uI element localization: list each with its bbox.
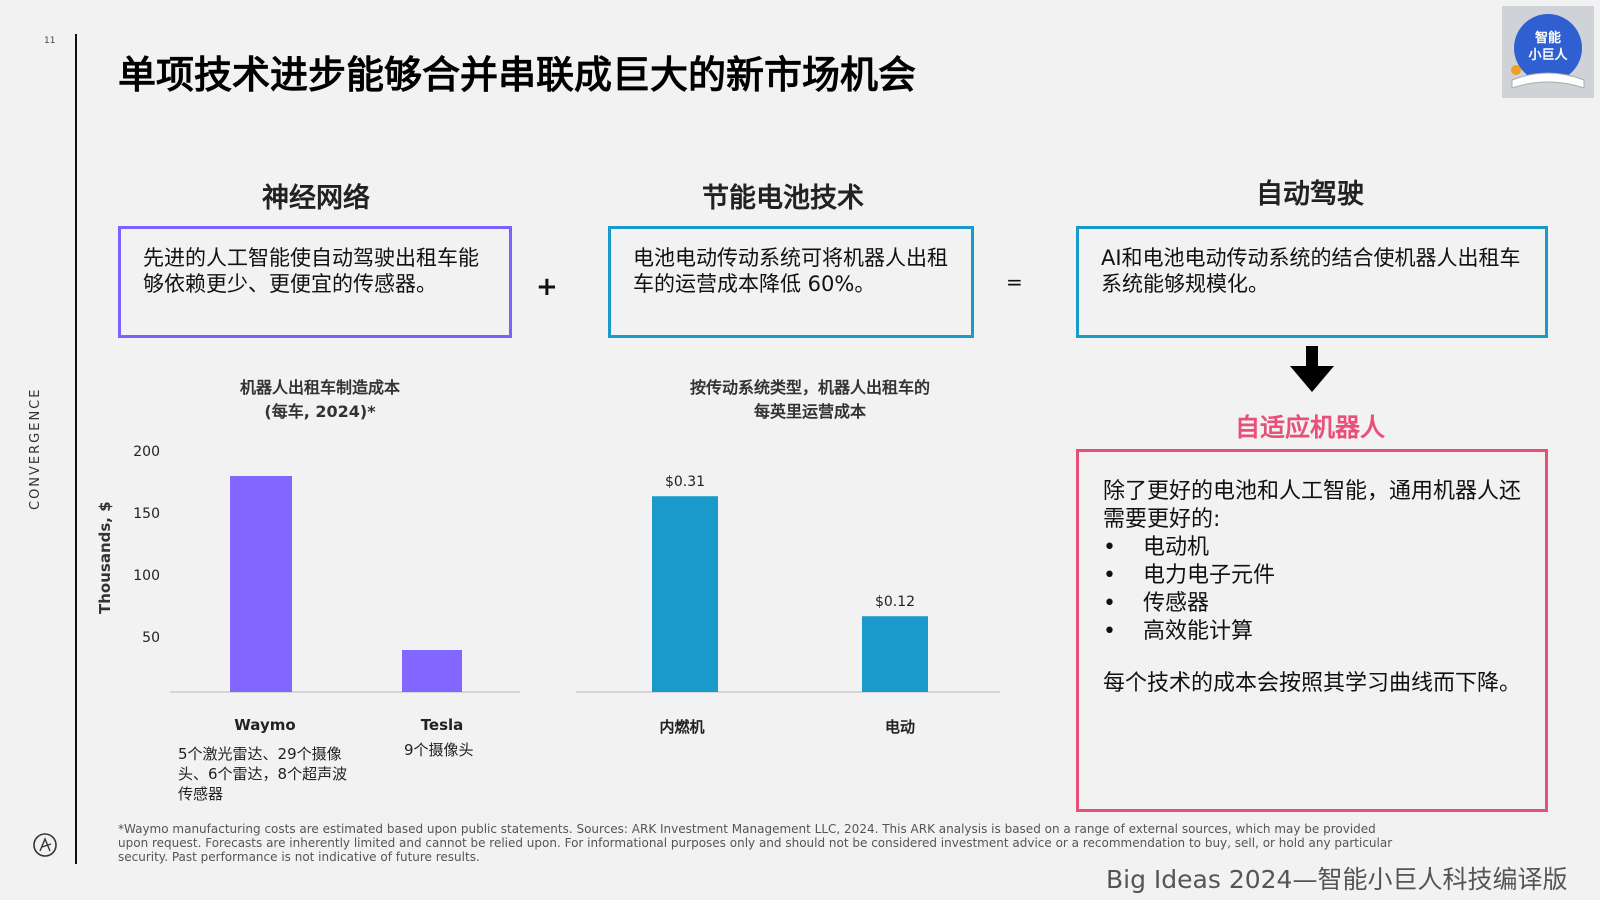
- chart2-category-ice: 内燃机: [659, 718, 705, 736]
- chart2-title-line1: 按传动系统类型，机器人出租车的: [689, 378, 930, 397]
- chart1-note-waymo: 5个激光雷达、29个摄像头、6个雷达，8个超声波传感器: [178, 745, 348, 803]
- robot-conclusion: 每个技术的成本会按照其学习曲线而下降。: [1103, 671, 1522, 696]
- down-arrow-head: [1290, 366, 1334, 392]
- chart1-title-line2: (每车, 2024)*: [264, 402, 376, 421]
- robot-box: 除了更好的电池和人工智能，通用机器人还需要更好的: 电动机 电力电子元件 传感器…: [1076, 449, 1548, 812]
- chart1-bar-tesla: [402, 650, 462, 692]
- chart1-ytick: 50: [142, 630, 160, 646]
- chart2-data-label: $0.12: [875, 594, 915, 610]
- robot-intro: 除了更好的电池和人工智能，通用机器人还需要更好的:: [1103, 479, 1522, 532]
- chart2-title-line2: 每英里运营成本: [753, 402, 866, 421]
- list-item: 电动机: [1103, 534, 1521, 562]
- chart1-category-tesla: Tesla: [420, 716, 464, 734]
- chart1-category-waymo: Waymo: [234, 716, 296, 734]
- footnote: *Waymo manufacturing costs are estimated…: [118, 822, 1393, 864]
- badge-line1: 智能: [1535, 30, 1561, 46]
- brand-badge: 智能 小巨人: [1502, 6, 1594, 98]
- robot-title: 自适应机器人: [1234, 413, 1385, 442]
- list-item: 传感器: [1103, 590, 1521, 618]
- down-arrow-icon: [1306, 346, 1318, 368]
- brand-logo-icon: 智能 小巨人: [1511, 14, 1585, 89]
- chart2-data-label: $0.31: [665, 474, 705, 490]
- chart1-note-tesla: 9个摄像头: [404, 741, 474, 759]
- chart1-bar-waymo: [230, 476, 292, 692]
- autonomous-text: AI和电池电动传动系统的结合使机器人出租车系统能够规模化。: [1101, 246, 1521, 296]
- chart1-ytick: 200: [133, 444, 160, 460]
- neural-network-box: 先进的人工智能使自动驾驶出租车能够依赖更少、更便宜的传感器。: [118, 226, 512, 338]
- ark-logo-icon: [33, 833, 57, 857]
- list-item: 高效能计算: [1103, 618, 1521, 646]
- equals-operator: =: [1006, 270, 1023, 294]
- chart1-plot: [170, 476, 520, 693]
- side-label: CONVERGENCE: [28, 387, 43, 510]
- chart1-ylabel: Thousands, $: [96, 501, 114, 614]
- chart2-bar-1: [862, 616, 928, 692]
- chart2-category-electric: 电动: [884, 718, 915, 736]
- chart2-bar-0: [652, 496, 718, 692]
- badge-line2: 小巨人: [1528, 47, 1568, 63]
- chart1-title: 机器人出租车制造成本 (每车, 2024)*: [170, 376, 470, 424]
- robot-list: 电动机 电力电子元件 传感器 高效能计算: [1103, 534, 1521, 646]
- battery-text: 电池电动传动系统可将机器人出租车的运营成本降低 60%。: [633, 246, 948, 296]
- section-heading-neural: 神经网络: [262, 183, 370, 214]
- neural-network-text: 先进的人工智能使自动驾驶出租车能够依赖更少、更便宜的传感器。: [143, 246, 479, 296]
- plus-operator: +: [536, 272, 558, 302]
- credit-text: Big Ideas 2024—智能小巨人科技编译版: [1106, 865, 1568, 894]
- chart1-title-line1: 机器人出租车制造成本: [239, 378, 400, 397]
- autonomous-box: AI和电池电动传动系统的结合使机器人出租车系统能够规模化。: [1076, 226, 1548, 338]
- page-title: 单项技术进步能够合并串联成巨大的新市场机会: [118, 53, 917, 97]
- page-number: 11: [44, 36, 56, 46]
- left-divider: [75, 34, 77, 864]
- chart2-title: 按传动系统类型，机器人出租车的 每英里运营成本: [640, 376, 980, 424]
- chart1-ytick: 150: [133, 506, 160, 522]
- section-heading-autonomous: 自动驾驶: [1256, 179, 1364, 210]
- battery-box: 电池电动传动系统可将机器人出租车的运营成本降低 60%。: [608, 226, 974, 338]
- list-item: 电力电子元件: [1103, 562, 1521, 590]
- chart1-ytick: 100: [133, 568, 160, 584]
- section-heading-battery: 节能电池技术: [702, 183, 864, 214]
- chart2-plot: $0.31 $0.12: [576, 474, 1000, 693]
